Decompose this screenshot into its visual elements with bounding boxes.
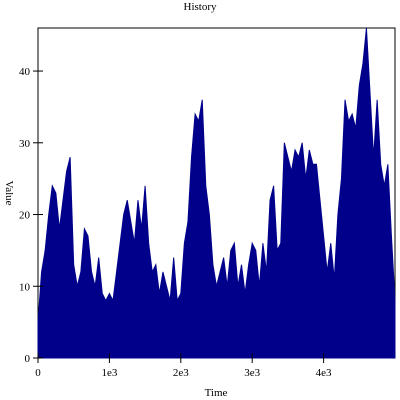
y-tick-label: 40 bbox=[19, 66, 31, 78]
x-tick-label: 2e3 bbox=[173, 367, 189, 379]
y-tick-label: 20 bbox=[19, 210, 31, 222]
chart-title: History bbox=[184, 1, 218, 13]
y-tick-label: 0 bbox=[25, 353, 31, 365]
y-tick-label: 30 bbox=[19, 138, 31, 150]
area bbox=[37, 27, 396, 359]
x-tick-label: 1e3 bbox=[101, 367, 117, 379]
x-axis-label: Time bbox=[205, 387, 228, 399]
y-axis-label: Value bbox=[3, 180, 15, 205]
x-tick-label: 0 bbox=[35, 367, 41, 379]
x-tick-label: 3e3 bbox=[244, 367, 260, 379]
y-tick-label: 10 bbox=[19, 281, 31, 293]
x-tick-label: 4e3 bbox=[316, 367, 332, 379]
